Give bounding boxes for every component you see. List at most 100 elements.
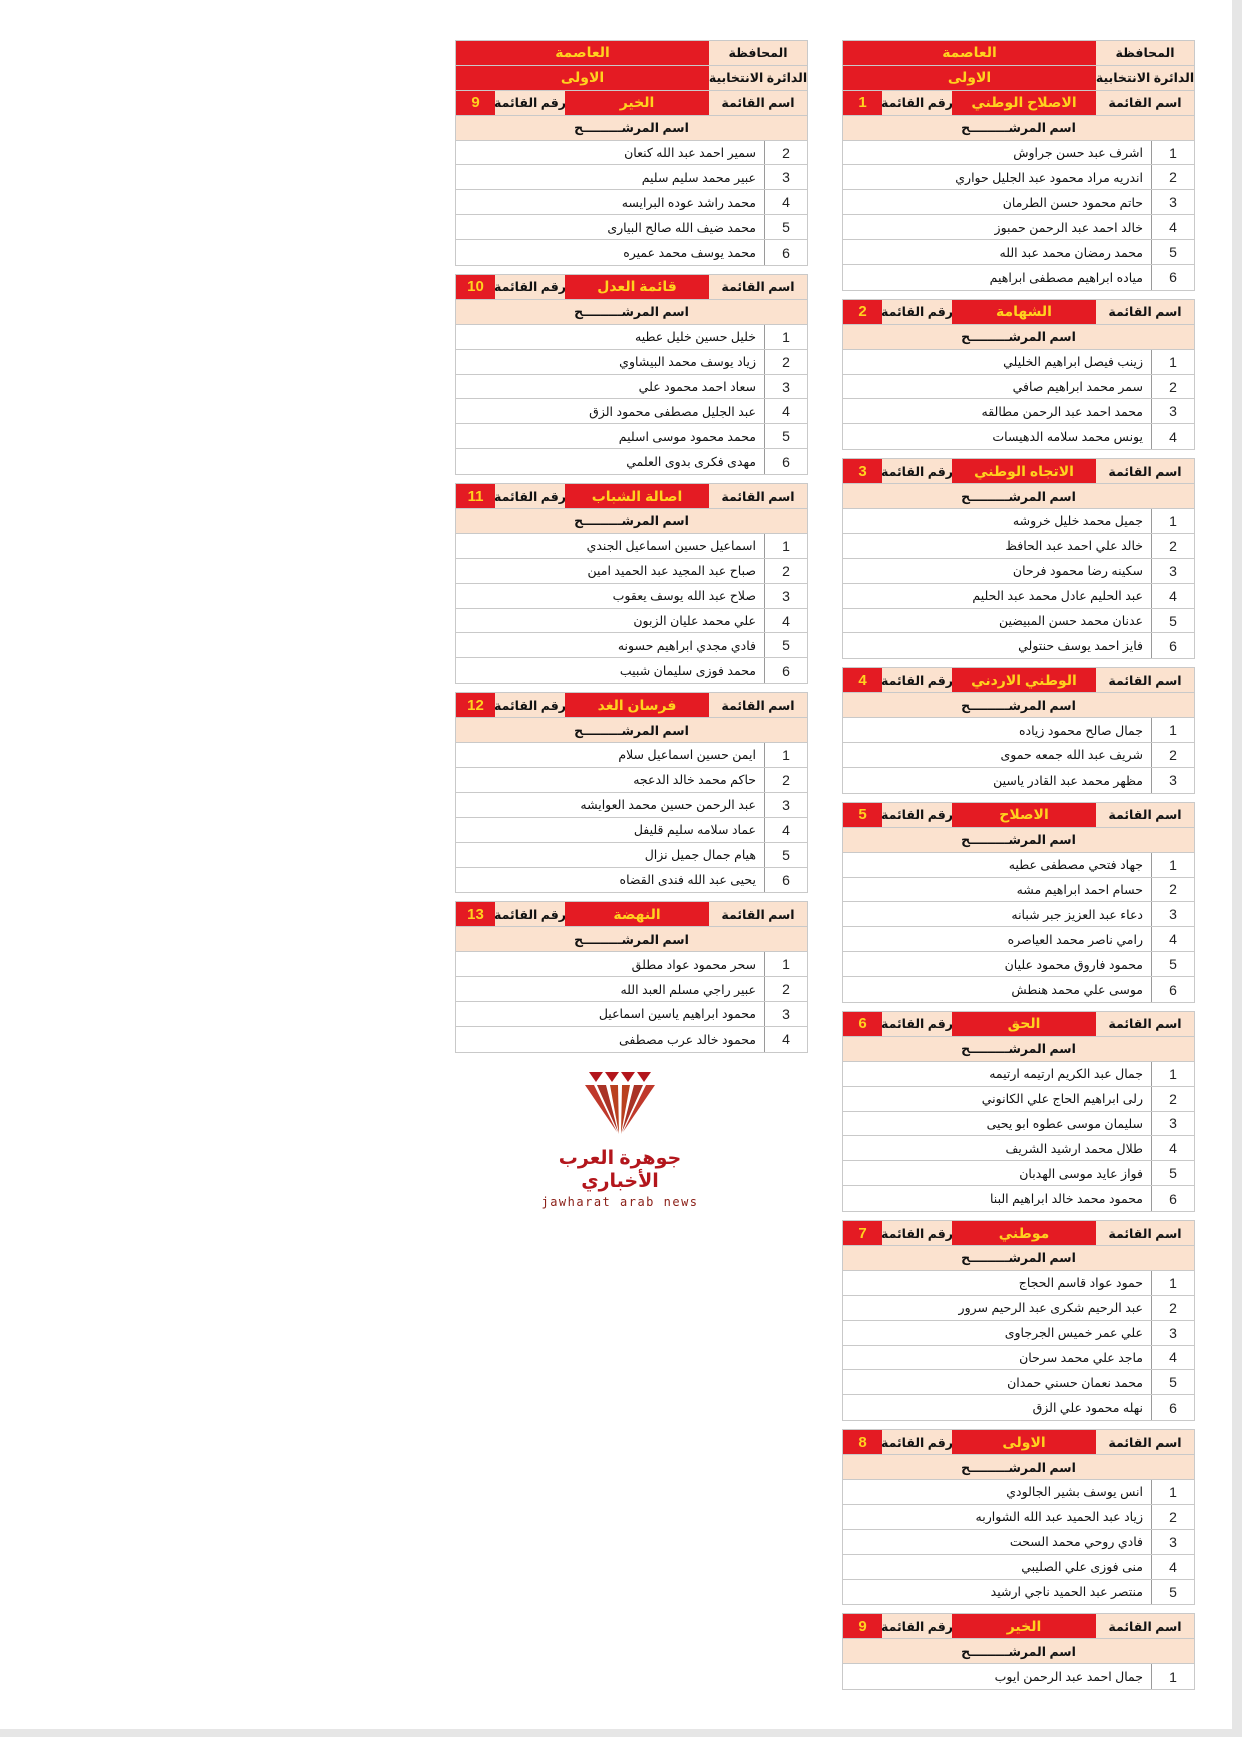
candidate-number: 3	[1151, 1111, 1194, 1136]
district-label: الدائرة الانتخابية	[709, 65, 807, 90]
list-header-row: اسم القائمة الشهامة رقم القائمة 2	[843, 299, 1194, 325]
candidate-name: محمد فوزى سليمان شبيب	[619, 664, 756, 679]
candidate-header-row: اسم المرشـــــــــح	[843, 1455, 1194, 1480]
list-name-label: اسم القائمة	[1096, 802, 1194, 827]
candidate-number: 4	[1151, 927, 1194, 952]
governorate-row: المحافظة العاصمة	[456, 41, 807, 66]
table-row: 2 صباح عبد المجيد عبد الحميد امين	[456, 558, 807, 584]
table-row: 4 محمود خالد عرب مصطفى	[456, 1026, 807, 1052]
list-number-label: رقم القائمة	[882, 802, 952, 827]
candidate-number: 4	[1151, 1345, 1194, 1370]
list-number: 9	[456, 90, 495, 115]
table-row: 4 يونس محمد سلامه الدهيسات	[843, 424, 1194, 450]
candidate-number: 6	[1151, 977, 1194, 1002]
list-header-row: اسم القائمة قائمة العدل رقم القائمة 10	[456, 275, 807, 300]
table-row: 1 جمال احمد عبد الرحمن ايوب	[843, 1664, 1194, 1690]
candidate-number: 1	[1151, 1479, 1194, 1504]
list-name-label: اسم القائمة	[1096, 459, 1194, 484]
table-row: 6 محمد فوزى سليمان شبيب	[456, 658, 807, 684]
candidate-name: صلاح عبد الله يوسف يعقوب	[612, 589, 756, 604]
list-number-label: رقم القائمة	[882, 1011, 952, 1036]
table-row: 1 اسماعيل حسين اسماعيل الجندي	[456, 533, 807, 559]
logo-english-text: jawharat arab news	[541, 1195, 699, 1209]
column-right: المحافظة العاصمة الدائرة الانتخابية الاولى ا…	[842, 40, 1195, 1698]
table-row: 1 جمال صالح محمود زياده	[843, 718, 1194, 744]
list-name: الاتجاه الوطني	[952, 459, 1096, 484]
diamond-logo-icon	[585, 1072, 655, 1134]
candidate-number: 1	[1151, 852, 1194, 877]
candidate-name: حاتم محمود حسن الطرمان	[1002, 195, 1143, 210]
list-block: اسم القائمة موطني رقم القائمة 7 اسم المرشـــ…	[842, 1220, 1195, 1422]
candidate-header-row: اسم المرشـــــــــح	[843, 1245, 1194, 1271]
candidate-name: عبير محمد سليم سليم	[641, 170, 756, 185]
candidate-number: 2	[1151, 1295, 1194, 1320]
candidate-name: محمود خالد عرب مصطفى	[619, 1032, 756, 1047]
list-name-label: اسم القائمة	[1096, 1221, 1194, 1245]
table-row: 5 محمد نعمان حسني حمدان	[843, 1370, 1194, 1396]
candidate-name: يونس محمد سلامه الدهيسات	[992, 430, 1143, 445]
list-number-label: رقم القائمة	[882, 668, 952, 693]
candidate-number: 5	[1151, 1161, 1194, 1186]
candidate-name: عبد الحليم عادل محمد عبد الحليم	[972, 589, 1143, 604]
table-row: 3 سكينه رضا محمود فرحان	[843, 558, 1194, 584]
list-block: اسم القائمة الشهامة رقم القائمة 2 اسم المرشـ…	[842, 298, 1195, 451]
table-row: 6 موسى علي محمد هنطش	[843, 977, 1194, 1002]
candidate-header-row: اسم المرشـــــــــح	[843, 115, 1194, 141]
list-name-label: اسم القائمة	[709, 693, 807, 718]
list-name: الوطني الاردني	[952, 668, 1096, 693]
candidate-number: 1	[1151, 1664, 1194, 1690]
candidate-header: اسم المرشـــــــــح	[574, 932, 689, 947]
candidate-name: صباح عبد المجيد عبد الحميد امين	[587, 564, 757, 579]
candidate-name: جميل محمد خليل خروشه	[1012, 514, 1143, 529]
table-row: 5 فادي مجدي ابراهيم حسونه	[456, 633, 807, 659]
candidate-name: عدنان محمد حسن المبيضين	[998, 614, 1143, 629]
list-name-label: اسم القائمة	[1096, 1011, 1194, 1036]
candidate-name: جهاد فتحي مصطفى عطيه	[1008, 858, 1143, 873]
list-name: الخير	[565, 90, 709, 115]
table-row: 2 عبير راجي مسلم العبد الله	[456, 977, 807, 1002]
district-row: الدائرة الانتخابية الاولى	[843, 65, 1194, 91]
candidate-name: سكينه رضا محمود فرحان	[1012, 564, 1143, 579]
list-number: 6	[843, 1011, 882, 1036]
candidate-header: اسم المرشـــــــــح	[574, 723, 689, 738]
candidate-name: خالد احمد عبد الرحمن حمبوز	[994, 220, 1143, 235]
table-row: 3 دعاء عبد العزيز جبر شبانه	[843, 902, 1194, 928]
list-name: الشهامة	[952, 299, 1096, 324]
governorate-row: المحافظة العاصمة	[843, 41, 1194, 66]
candidate-number: 5	[764, 215, 807, 240]
list-number-label: رقم القائمة	[495, 902, 565, 927]
candidate-number: 6	[764, 867, 807, 893]
list-block: اسم القائمة الاولى رقم القائمة 8 اسم المرشــ…	[842, 1429, 1195, 1606]
candidate-number: 1	[1151, 1270, 1194, 1295]
table-row: 1 انس يوسف بشير الجالودي	[843, 1479, 1194, 1505]
candidate-number: 2	[1151, 743, 1194, 767]
table-row: 4 عبد الحليم عادل محمد عبد الحليم	[843, 583, 1194, 609]
list-name: فرسان الغد	[565, 693, 709, 718]
list-name-label: اسم القائمة	[1096, 90, 1194, 115]
list-number: 8	[843, 1430, 882, 1455]
candidate-number: 2	[1151, 1504, 1194, 1529]
list-name-label: اسم القائمة	[1096, 299, 1194, 324]
candidate-number: 4	[764, 817, 807, 842]
candidate-number: 1	[1151, 718, 1194, 743]
candidate-number: 6	[764, 658, 807, 684]
table-row: 2 سمير احمد عبد الله كنعان	[456, 140, 807, 166]
table-row: 3 سعاد احمد محمود علي	[456, 374, 807, 400]
candidate-name: نهله محمود علي الزق	[1032, 1401, 1143, 1416]
table-row: 2 حاكم محمد خالد الدعجه	[456, 767, 807, 793]
list-number-label: رقم القائمة	[495, 693, 565, 718]
table-row: 5 محمد محمود موسى اسليم	[456, 424, 807, 450]
candidate-number: 5	[764, 633, 807, 658]
table-row: 3 عبد الرحمن حسين محمد العوايشه	[456, 792, 807, 818]
candidate-name: علي محمد عليان الزبون	[633, 614, 756, 629]
table-row: 2 اندريه مراد محمود عبد الجليل حواري	[843, 165, 1194, 191]
candidate-name: هيام جمال جميل نزال	[644, 848, 756, 863]
candidate-header: اسم المرشـــــــــح	[961, 833, 1076, 848]
candidate-header-row: اسم المرشـــــــــح	[843, 484, 1194, 510]
governorate-value: العاصمة	[456, 41, 709, 65]
candidate-name: علي عمر خميس الجرجاوى	[1004, 1326, 1143, 1341]
page-edge-right	[1232, 0, 1242, 1737]
candidate-header: اسم المرشـــــــــح	[961, 1644, 1076, 1659]
candidate-number: 5	[1151, 1579, 1194, 1605]
candidate-name: جمال عبد الكريم ارتيمه ارتيمه	[989, 1067, 1143, 1082]
